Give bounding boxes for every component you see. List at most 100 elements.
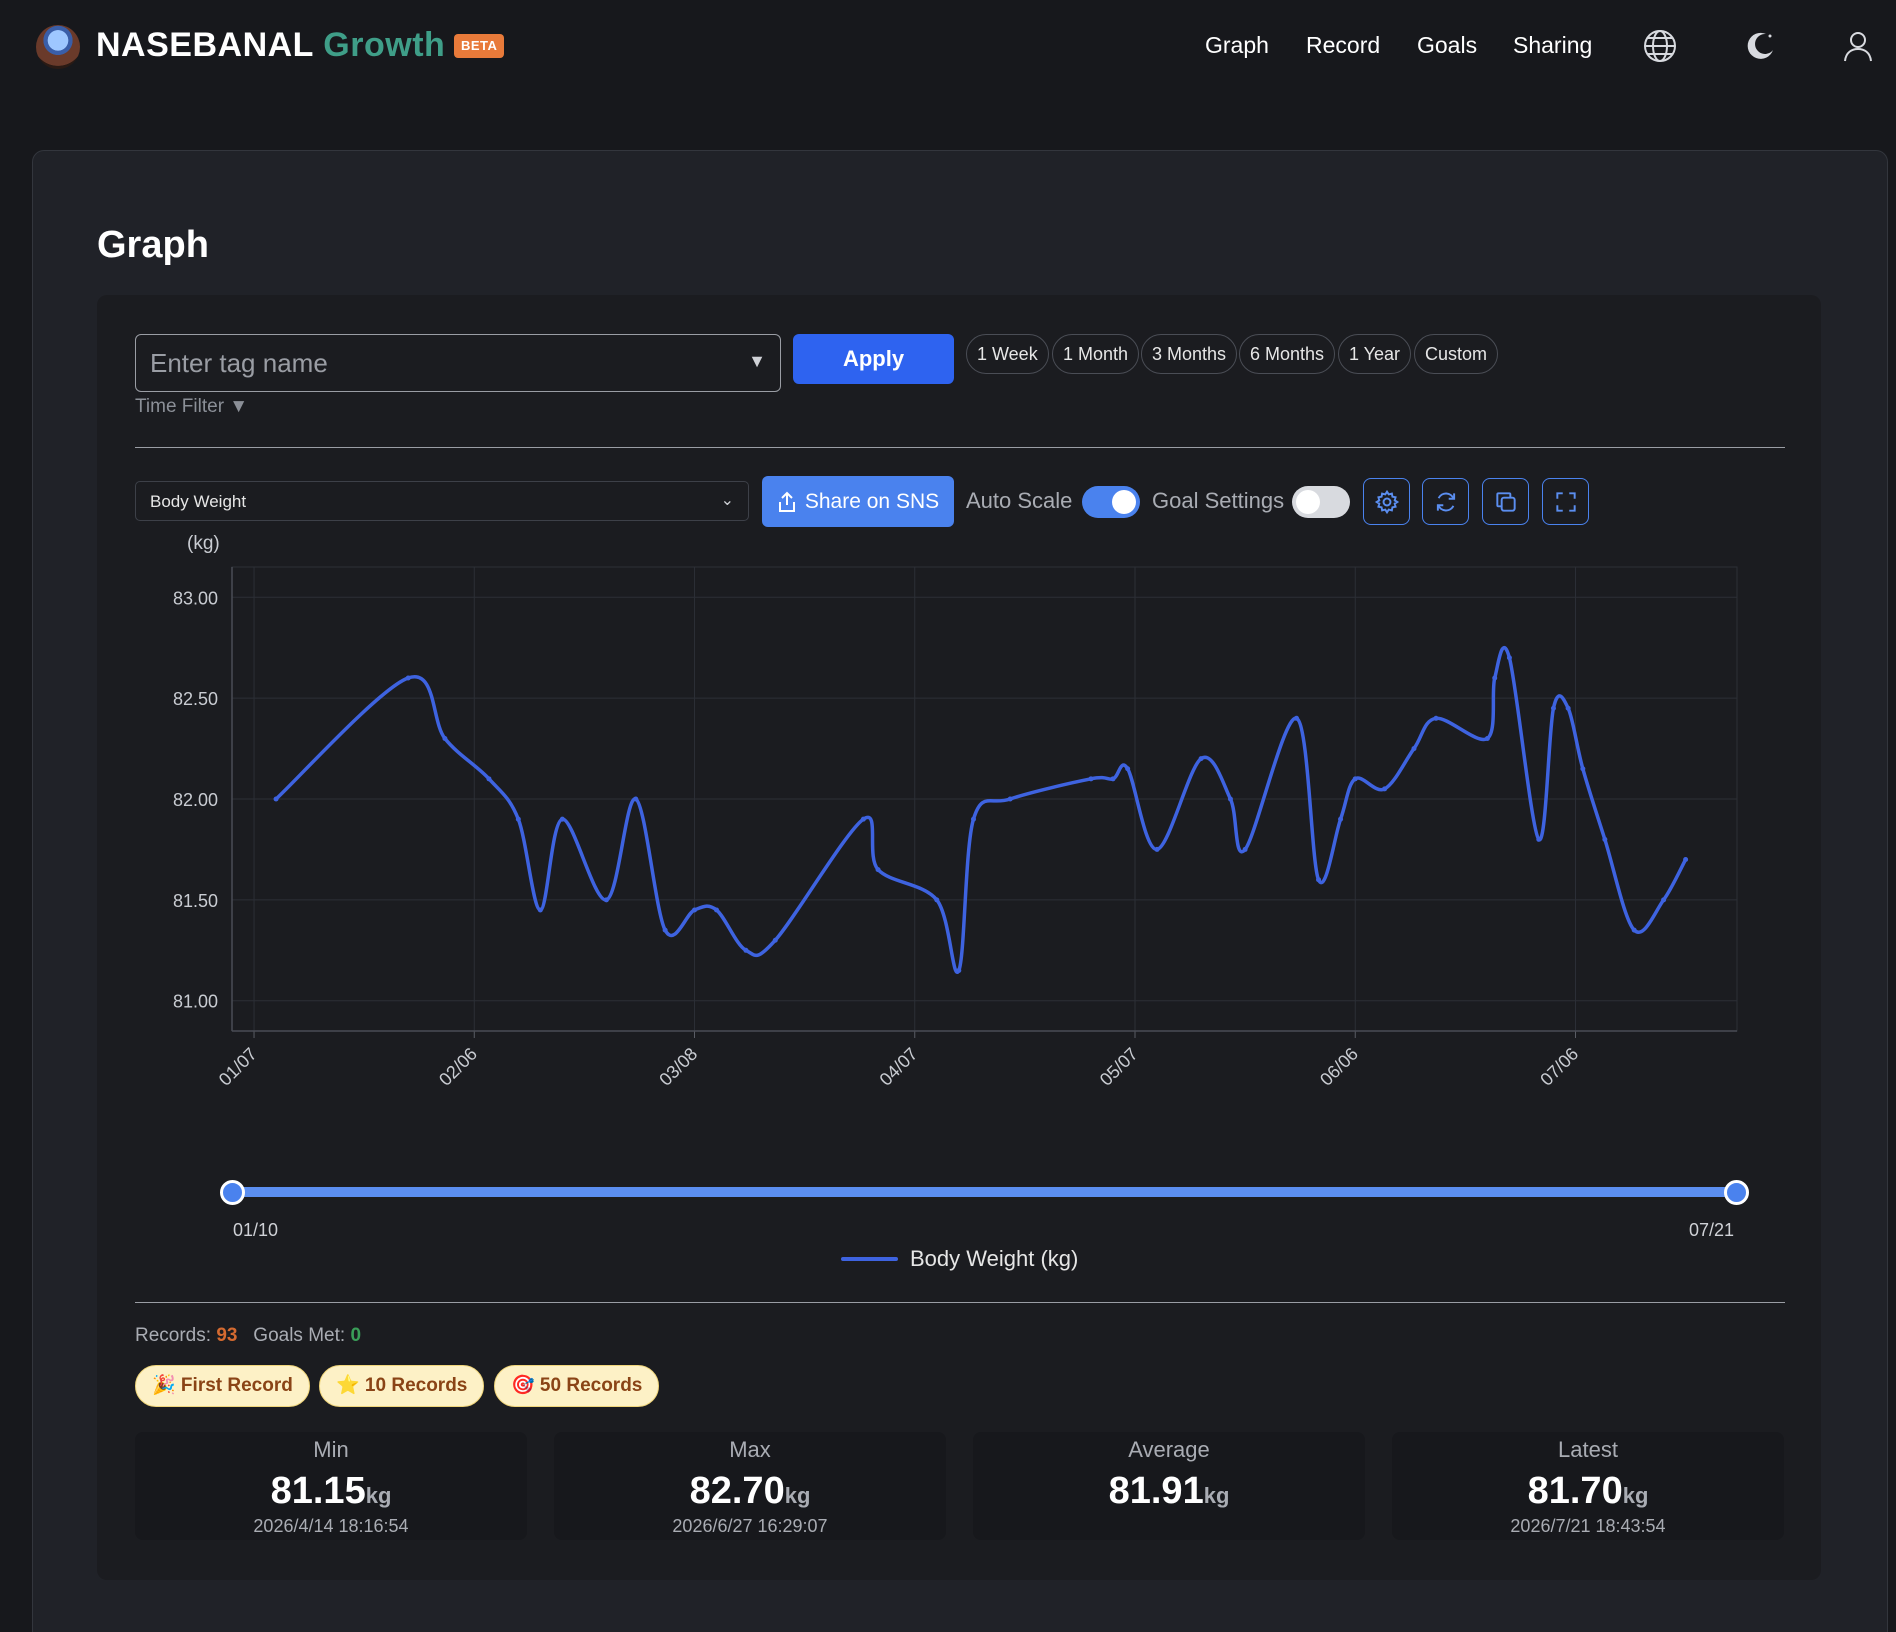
nav-sharing[interactable]: Sharing: [1513, 32, 1593, 58]
goals-met-count: 0: [350, 1325, 362, 1346]
y-tick-label: 82.50: [173, 689, 218, 709]
data-point: [772, 937, 778, 943]
nav-goals[interactable]: Goals: [1417, 32, 1478, 58]
stat-title: Max: [729, 1437, 771, 1462]
data-point: [934, 897, 940, 903]
slider-end-handle[interactable]: [1724, 1180, 1749, 1205]
slider-end-label: 07/21: [1689, 1220, 1735, 1240]
fullscreen-icon: [1555, 491, 1576, 512]
data-point: [1007, 796, 1013, 802]
slider-start-handle[interactable]: [220, 1180, 245, 1205]
data-point: [1661, 897, 1667, 903]
brand-primary: NASEBANAL: [96, 26, 314, 64]
stat-value: 81.15: [270, 1470, 366, 1512]
toggle-knob: [1112, 490, 1136, 514]
data-point: [1198, 756, 1204, 762]
data-point: [633, 796, 639, 802]
goal-settings-label: Goal Settings: [1152, 488, 1285, 513]
slider-start-label: 01/10: [233, 1220, 279, 1240]
range-1-month-button[interactable]: 1 Month: [1052, 334, 1140, 374]
data-point: [662, 927, 668, 933]
time-filter-toggle[interactable]: Time Filter ▼: [135, 396, 249, 417]
range-1-year-button[interactable]: 1 Year: [1338, 334, 1412, 374]
data-point: [486, 776, 492, 782]
x-tick-label: 06/06: [1316, 1044, 1362, 1090]
user-icon[interactable]: [1840, 28, 1876, 64]
data-point: [1433, 715, 1439, 721]
fullscreen-button[interactable]: [1542, 478, 1589, 525]
data-point: [1125, 766, 1131, 772]
stat-value: 81.91: [1108, 1470, 1204, 1512]
data-point: [405, 675, 411, 681]
data-point: [1550, 705, 1556, 711]
range-1-week-button[interactable]: 1 Week: [966, 334, 1049, 374]
body-weight-chart[interactable]: (kg) 81.00 81.50 82.00 82.50 83.00 01/07 02/06 0…: [135, 525, 1785, 1105]
stat-title: Min: [313, 1437, 349, 1462]
y-tick-label: 81.50: [173, 891, 218, 911]
data-point: [692, 907, 698, 913]
refresh-icon: [1436, 492, 1455, 511]
y-tick-label: 83.00: [173, 588, 218, 608]
data-point: [1088, 776, 1094, 782]
metric-select[interactable]: Body Weight ⌄: [135, 481, 749, 521]
data-point: [1352, 776, 1358, 782]
auto-scale-toggle[interactable]: [1082, 486, 1140, 518]
chart-legend[interactable]: Body Weight (kg): [841, 1246, 1078, 1272]
goals-met-label: Goals Met:: [253, 1325, 346, 1346]
range-6-months-button[interactable]: 6 Months: [1239, 334, 1336, 374]
x-tick-label: 04/07: [876, 1044, 922, 1090]
range-custom-button[interactable]: Custom: [1414, 334, 1499, 374]
divider: [135, 447, 1785, 448]
share-label: Share on SNS: [804, 489, 940, 513]
tag-name-field[interactable]: [136, 335, 780, 391]
data-point: [1565, 705, 1571, 711]
tag-name-input[interactable]: ▼: [135, 334, 781, 392]
data-point: [875, 867, 881, 873]
data-point: [1602, 836, 1608, 842]
records-count: 93: [216, 1325, 238, 1346]
date-range-slider[interactable]: [233, 1187, 1737, 1197]
refresh-button[interactable]: [1422, 478, 1469, 525]
data-point: [559, 816, 565, 822]
record-counts: Records: 93 Goals Met: 0: [135, 1325, 361, 1347]
data-point: [1382, 786, 1388, 792]
data-point: [1242, 846, 1248, 852]
stat-card-latest: Latest 81.70kg 2026/7/21 18:43:54: [1392, 1432, 1784, 1540]
share-on-sns-button[interactable]: Share on SNS: [762, 476, 954, 527]
data-point: [956, 967, 962, 973]
moon-icon[interactable]: [1742, 28, 1778, 64]
stat-value: 82.70: [689, 1470, 785, 1512]
dropdown-arrow-icon[interactable]: ▼: [748, 351, 766, 371]
apply-button[interactable]: Apply: [793, 334, 954, 384]
stat-date: 2026/7/21 18:43:54: [1510, 1516, 1666, 1536]
legend-line-swatch: [841, 1257, 898, 1261]
stat-card-max: Max 82.70kg 2026/6/27 16:29:07: [554, 1432, 946, 1540]
brand-name[interactable]: NASEBANAL Growth: [96, 26, 445, 65]
toggle-knob: [1296, 490, 1320, 514]
data-point: [442, 735, 448, 741]
data-point: [970, 816, 976, 822]
range-3-months-button[interactable]: 3 Months: [1141, 334, 1238, 374]
stat-card-min: Min 81.15kg 2026/4/14 18:16:54: [135, 1432, 527, 1540]
page-title: Graph: [97, 224, 209, 266]
data-point: [1294, 715, 1300, 721]
divider: [135, 1302, 1785, 1303]
data-point: [1154, 846, 1160, 852]
y-axis-unit-label: (kg): [187, 533, 220, 554]
nav-graph[interactable]: Graph: [1205, 32, 1269, 58]
data-point: [743, 947, 749, 953]
settings-button[interactable]: [1363, 478, 1410, 525]
data-point: [860, 816, 866, 822]
brand-secondary: Growth: [323, 26, 446, 64]
copy-button[interactable]: [1482, 478, 1529, 525]
legend-label: Body Weight (kg): [910, 1246, 1079, 1271]
beta-badge: BETA: [454, 34, 505, 58]
data-point: [1631, 927, 1637, 933]
y-tick-label: 81.00: [173, 992, 218, 1012]
goal-settings-toggle[interactable]: [1292, 486, 1350, 518]
x-tick-label: 03/08: [655, 1044, 701, 1090]
stat-card-average: Average 81.91kg: [973, 1432, 1365, 1540]
nav-record[interactable]: Record: [1306, 32, 1381, 58]
globe-icon[interactable]: [1642, 28, 1678, 64]
app-logo[interactable]: [36, 25, 80, 69]
